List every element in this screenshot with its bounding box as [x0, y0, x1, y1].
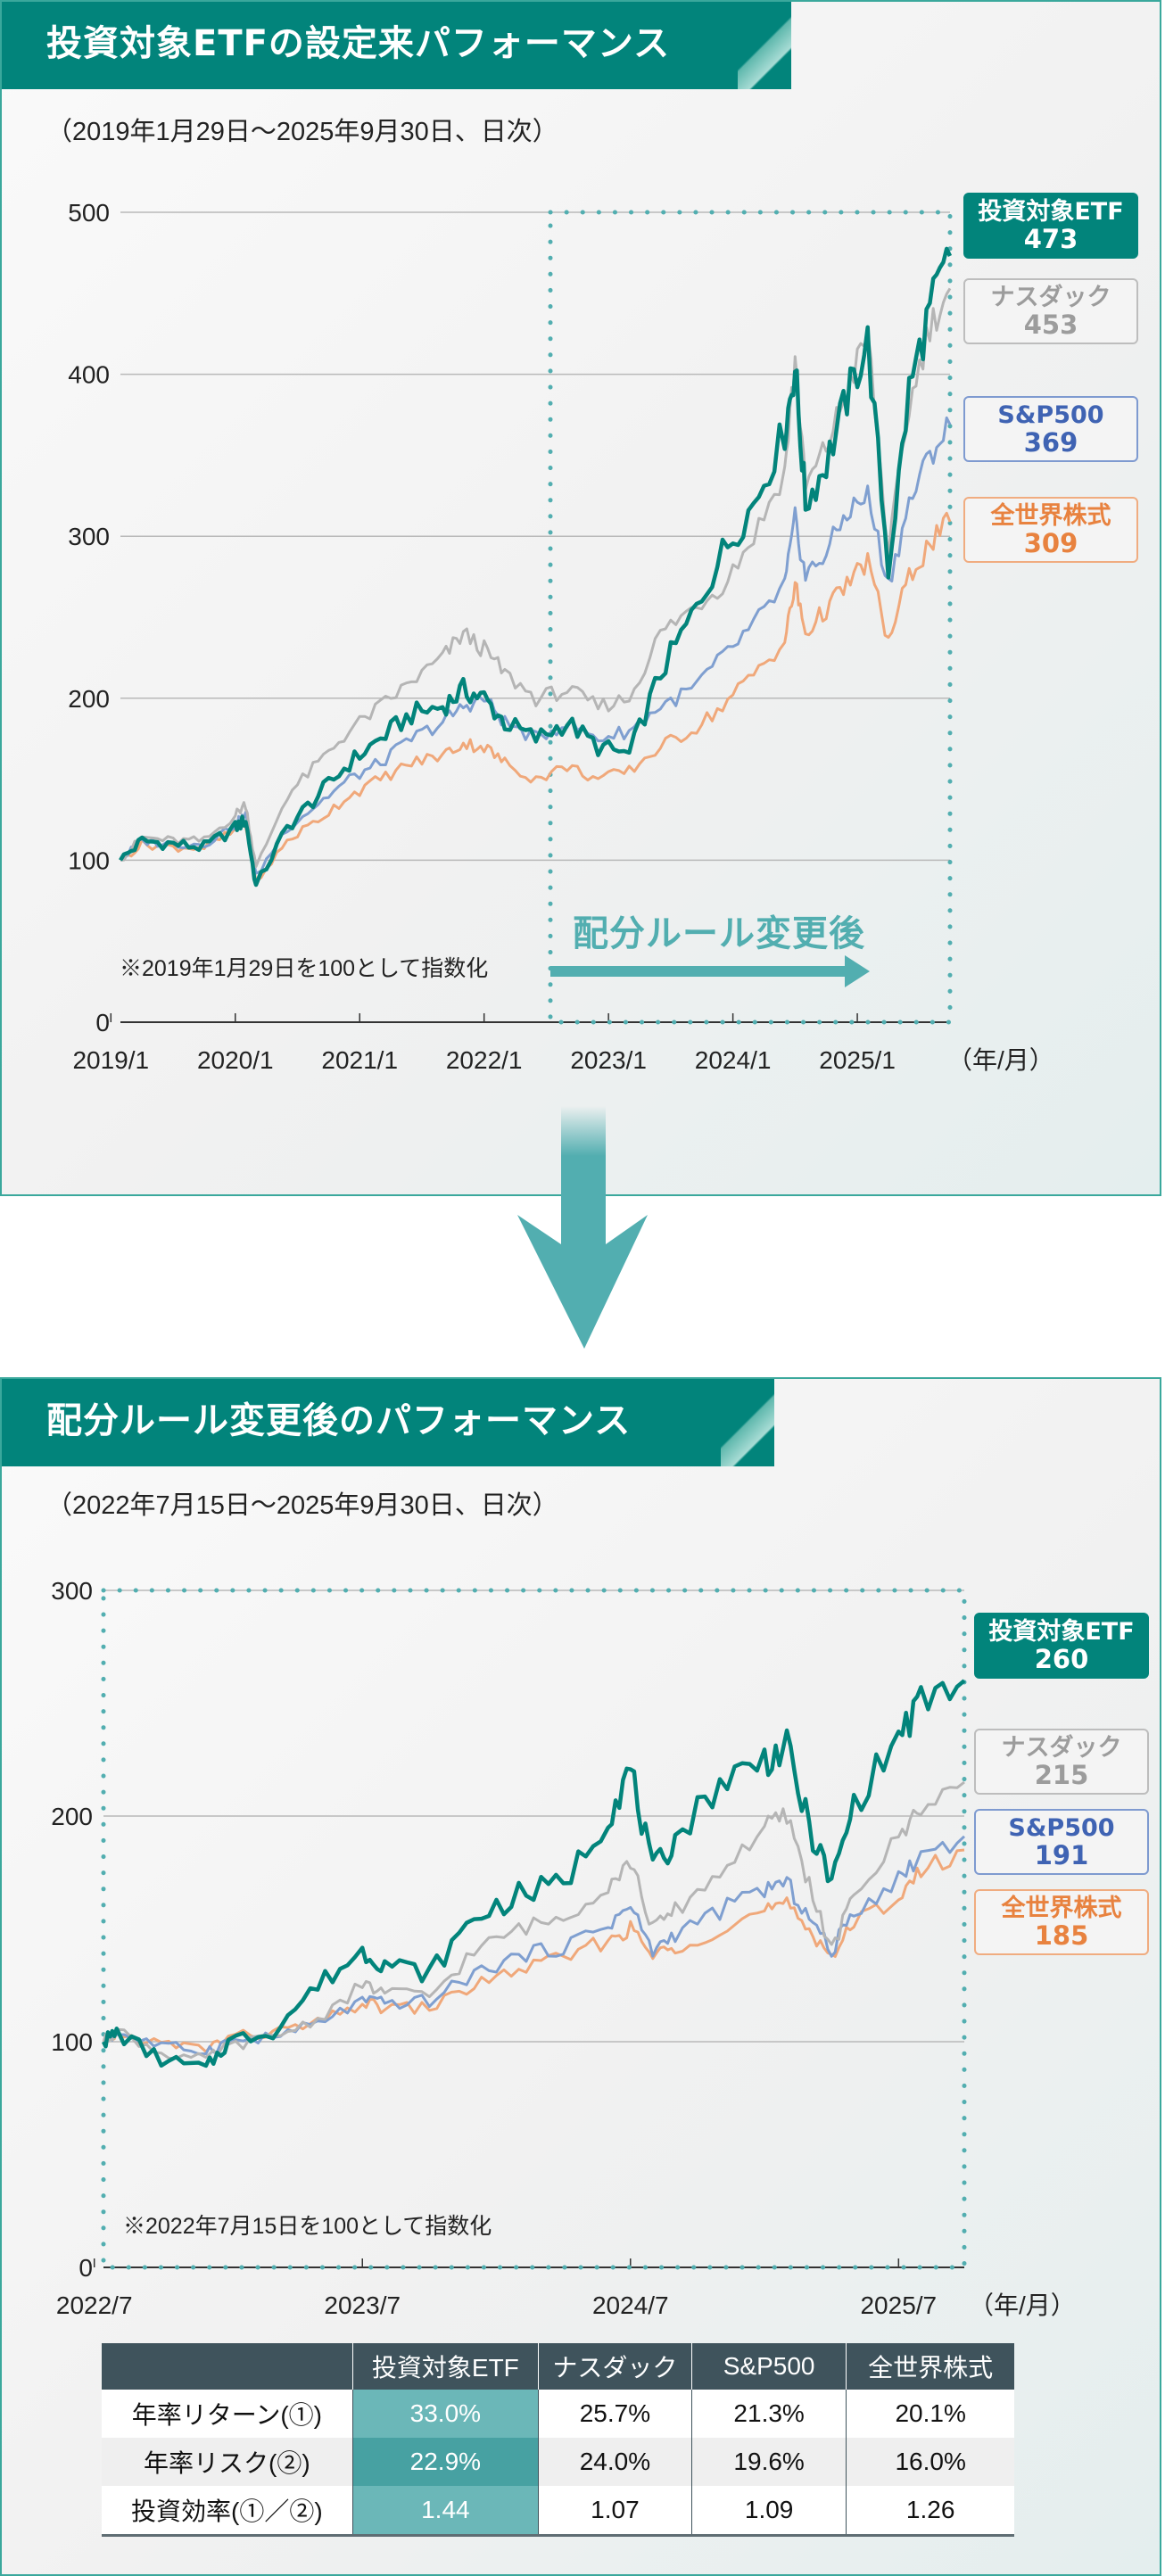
table-cell: 21.3% [690, 2390, 847, 2438]
legend-nasdaq-value: 215 [1034, 1760, 1089, 1790]
legend-world-value: 185 [1034, 1920, 1089, 1951]
panel2-index-note: ※2022年7月15日を100として指数化 [123, 2214, 492, 2239]
sp500-line [103, 1835, 966, 2056]
x-unit-label: （年/月） [947, 1046, 1054, 1074]
y-tick-label: 100 [68, 846, 110, 874]
legend-sp500-name: S&P500 [1008, 1814, 1115, 1842]
y-tick-label: 200 [68, 685, 110, 713]
etf-line [119, 246, 953, 888]
x-tick-label: 2021/1 [321, 1046, 398, 1074]
legend-nasdaq-name: ナスダック [990, 284, 1111, 311]
nasdaq-line [102, 1780, 965, 2060]
table-header-cell: 投資対象ETF [351, 2343, 539, 2390]
legend-etf: 投資対象ETF 260 [974, 1613, 1149, 1679]
table-header-cell: S&P500 [690, 2343, 847, 2390]
legend-world-name: 全世界株式 [990, 502, 1111, 530]
y-tick-label: 100 [51, 2028, 93, 2056]
legend-nasdaq: ナスダック 453 [963, 278, 1138, 344]
legend-world-value: 309 [1023, 528, 1078, 558]
y-tick-label: 0 [78, 2254, 93, 2282]
y-tick-label: 400 [68, 361, 110, 389]
x-tick-label: 2020/1 [197, 1046, 274, 1074]
performance-stats-table: 投資対象ETF ナスダック S&P500 全世界株式 年率リターン(①) 33.… [102, 2343, 1014, 2537]
panel1-index-note: ※2019年1月29日を100として指数化 [120, 956, 489, 981]
table-cell: 25.7% [537, 2390, 692, 2438]
x-tick-label: 2024/7 [592, 2291, 669, 2319]
legend-etf-value: 260 [1034, 1644, 1089, 1674]
row-label: 年率リターン(①) [102, 2390, 353, 2438]
chart2-line-chart: 0 100 200 300 2022/7 2023/7 2024/7 2025/7 （年/月） [51, 1577, 1076, 2319]
table-header-cell [102, 2343, 353, 2390]
table-cell: 22.9% [351, 2438, 539, 2486]
table-header-cell: ナスダック [537, 2343, 692, 2390]
etf-line [101, 1679, 966, 2068]
highlight-region-box [548, 210, 953, 1025]
panel2-header: 配分ルール変更後のパフォーマンス [2, 1379, 774, 1466]
panel2-title: 配分ルール変更後のパフォーマンス [46, 1400, 632, 1441]
panel2-subtitle: （2022年7月15日～2025年9月30日、日次） [46, 1491, 558, 1520]
table-header-cell: 全世界株式 [846, 2343, 1014, 2390]
table-cell: 24.0% [537, 2438, 692, 2486]
legend-sp500: S&P500 191 [974, 1809, 1149, 1875]
table-cell: 16.0% [846, 2438, 1014, 2486]
legend-world: 全世界株式 185 [974, 1889, 1149, 1955]
header-stripe-decoration [721, 1379, 774, 1466]
table-row: 年率リターン(①) 33.0% 25.7% 21.3% 20.1% [102, 2390, 1014, 2438]
x-tick-label: 2022/1 [446, 1046, 523, 1074]
legend-sp500-value: 191 [1034, 1840, 1089, 1870]
x-tick-label: 2025/7 [860, 2291, 937, 2319]
x-tick-label: 2024/1 [695, 1046, 772, 1074]
header-stripe-decoration [738, 2, 791, 89]
table-cell: 33.0% [351, 2390, 539, 2438]
y-tick-label: 300 [68, 523, 110, 550]
legend-world: 全世界株式 309 [963, 497, 1138, 563]
legend-sp500-value: 369 [1023, 427, 1078, 458]
chart1-line-chart: 0 100 200 300 400 500 2019/1 2020/1 2021/1 2022/1… [68, 199, 1054, 1074]
y-tick-label: 200 [51, 1803, 93, 1830]
after-rule-arrowhead-icon [845, 955, 870, 987]
table-cell: 1.26 [846, 2486, 1014, 2537]
legend-etf-name: 投資対象ETF [988, 1618, 1135, 1646]
row-label: 年率リスク(②) [102, 2438, 353, 2486]
panel1-title: 投資対象ETFの設定来パフォーマンス [46, 23, 671, 64]
table-cell: 20.1% [846, 2390, 1014, 2438]
y-tick-label: 0 [95, 1009, 110, 1036]
x-tick-label: 2022/7 [56, 2291, 133, 2319]
x-unit-label: （年/月） [969, 2291, 1076, 2319]
x-tick-label: 2023/1 [570, 1046, 647, 1074]
legend-etf-name: 投資対象ETF [978, 198, 1124, 226]
table-row: 年率リスク(②) 22.9% 24.0% 19.6% 16.0% [102, 2438, 1014, 2486]
legend-nasdaq-name: ナスダック [1001, 1734, 1122, 1762]
legend-sp500: S&P500 369 [963, 396, 1138, 462]
table-cell: 1.09 [690, 2486, 847, 2537]
legend-etf-value: 473 [1023, 224, 1078, 254]
after-rule-change-label: 配分ルール変更後 [573, 913, 865, 954]
highlight-region-box [101, 1588, 967, 2270]
row-label: 投資効率(①／②) [102, 2486, 353, 2537]
legend-world-name: 全世界株式 [1001, 1895, 1122, 1922]
x-tick-label: 2025/1 [819, 1046, 896, 1074]
table-row: 投資効率(①／②) 1.44 1.07 1.09 1.26 [102, 2486, 1014, 2537]
nasdaq-line [120, 287, 952, 869]
panel1-header: 投資対象ETFの設定来パフォーマンス [2, 2, 791, 89]
down-arrow-icon [517, 1106, 648, 1349]
y-tick-label: 300 [51, 1577, 93, 1605]
y-tick-label: 500 [68, 199, 110, 227]
panel1-subtitle: （2019年1月29日～2025年9月30日、日次） [46, 118, 558, 146]
table-cell: 19.6% [690, 2438, 847, 2486]
etf-since-inception-panel: 投資対象ETFの設定来パフォーマンス （2019年1月29日～2025年9月30… [0, 0, 1161, 1196]
table-header-row: 投資対象ETF ナスダック S&P500 全世界株式 [102, 2343, 1014, 2390]
legend-nasdaq: ナスダック 215 [974, 1729, 1149, 1795]
table-cell: 1.44 [351, 2486, 539, 2537]
table-cell: 1.07 [537, 2486, 692, 2537]
x-tick-label: 2023/7 [324, 2291, 401, 2319]
legend-sp500-name: S&P500 [997, 401, 1104, 429]
legend-etf: 投資対象ETF 473 [963, 193, 1138, 259]
legend-nasdaq-value: 453 [1023, 310, 1078, 340]
x-tick-label: 2019/1 [72, 1046, 149, 1074]
